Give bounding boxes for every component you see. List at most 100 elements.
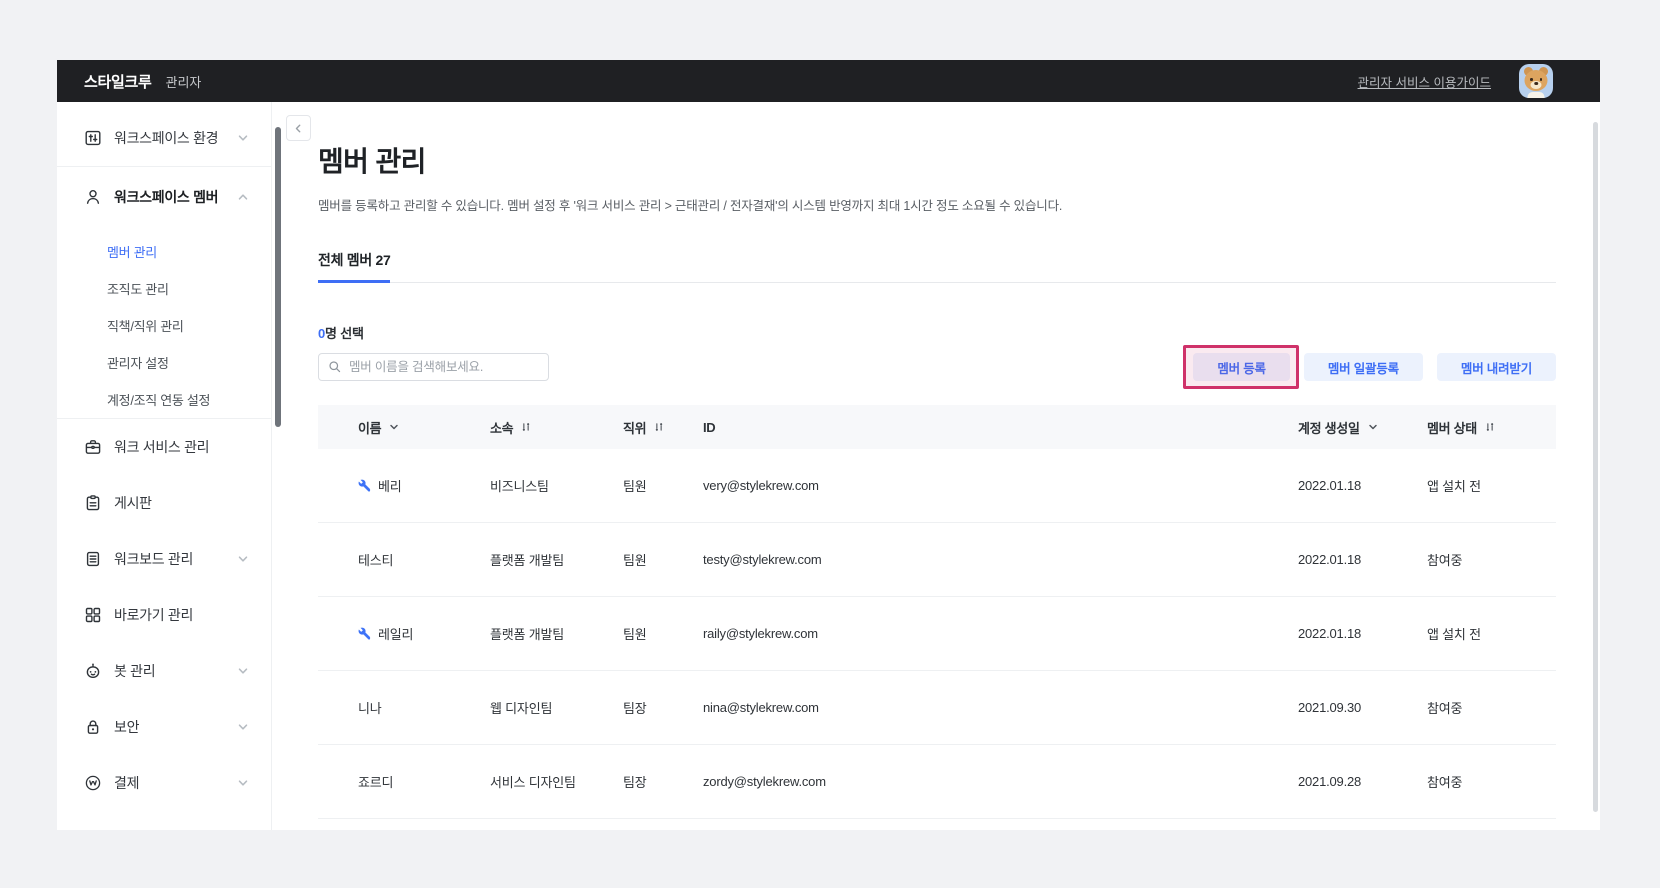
person-icon bbox=[86, 189, 100, 204]
admin-wrench-icon bbox=[358, 627, 371, 640]
column-header-dept[interactable]: 소속 bbox=[490, 418, 623, 437]
member-created-date: 2021.09.30 bbox=[1298, 700, 1362, 715]
main-content: 멤버 관리 멤버를 등록하고 관리할 수 있습니다. 멤버 설정 후 '워크 서… bbox=[284, 102, 1600, 830]
shortcut-icon bbox=[85, 607, 101, 623]
page-title: 멤버 관리 bbox=[318, 146, 426, 177]
member-created-date: 2022.01.18 bbox=[1298, 478, 1362, 493]
brand-role-label: 관리자 bbox=[165, 74, 202, 90]
column-header-created[interactable]: 계정 생성일 bbox=[1298, 418, 1427, 437]
member-id: nina@stylekrew.com bbox=[703, 700, 819, 715]
sort-swap-icon bbox=[1484, 421, 1496, 433]
member-register-button[interactable]: 멤버 등록 bbox=[1193, 353, 1290, 381]
member-position: 팀원 bbox=[623, 479, 647, 494]
search-icon bbox=[329, 361, 341, 373]
sidebar-item-label: 봇 관리 bbox=[114, 663, 156, 679]
sidebar-collapse-button[interactable] bbox=[286, 115, 311, 141]
sidebar-item-label: 결제 bbox=[114, 775, 140, 791]
profile-avatar[interactable] bbox=[1519, 64, 1553, 98]
column-label: 이름 bbox=[358, 420, 382, 436]
member-action-buttons: 멤버 등록 멤버 일괄등록 멤버 내려받기 bbox=[1183, 345, 1556, 389]
sidebar-item-workboard-management[interactable]: 워크보드 관리 bbox=[57, 531, 271, 587]
member-table-row[interactable]: 테스티 플랫폼 개발팀 팀원 testy@stylekrew.com 2022.… bbox=[318, 523, 1556, 597]
sort-swap-icon bbox=[653, 421, 665, 433]
bot-icon bbox=[86, 662, 100, 678]
member-created-date: 2022.01.18 bbox=[1298, 626, 1362, 641]
member-department: 비즈니스팀 bbox=[490, 479, 549, 494]
member-download-button[interactable]: 멤버 내려받기 bbox=[1436, 353, 1556, 381]
sidebar-item-workspace-env[interactable]: 워크스페이스 환경 bbox=[57, 110, 271, 166]
member-id: very@stylekrew.com bbox=[703, 478, 819, 493]
member-id: testy@stylekrew.com bbox=[703, 552, 822, 567]
sidebar-item-label: 워크스페이스 환경 bbox=[114, 130, 219, 146]
sidebar-item-security[interactable]: 보안 bbox=[57, 699, 271, 755]
sidebar-subitem-label: 멤버 관리 bbox=[107, 245, 157, 260]
column-header-position[interactable]: 직위 bbox=[623, 418, 703, 437]
member-table-body: 베리 비즈니스팀 팀원 very@stylekrew.com 2022.01.1… bbox=[318, 449, 1556, 819]
column-label: 멤버 상태 bbox=[1427, 420, 1477, 436]
column-header-id[interactable]: ID bbox=[703, 420, 1298, 435]
sidebar-subitem-job-title-management[interactable]: 직책/직위 관리 bbox=[57, 307, 271, 344]
tabbar: 전체 멤버 27 bbox=[318, 250, 1556, 283]
column-header-name[interactable]: 이름 bbox=[318, 418, 490, 437]
sidebar-item-board[interactable]: 게시판 bbox=[57, 475, 271, 531]
sort-chevron-icon bbox=[388, 421, 400, 433]
sidebar-subitem-label: 관리자 설정 bbox=[107, 356, 169, 371]
workboard-icon bbox=[86, 551, 100, 567]
member-table-row[interactable]: 죠르디 서비스 디자인팀 팀장 zordy@stylekrew.com 2021… bbox=[318, 745, 1556, 819]
admin-guide-link[interactable]: 관리자 서비스 이용가이드 bbox=[1357, 75, 1491, 90]
payment-icon bbox=[85, 775, 101, 791]
sidebar-item-label: 바로가기 관리 bbox=[114, 607, 194, 623]
sidebar-subitem-label: 계정/조직 연동 설정 bbox=[107, 393, 211, 408]
sidebar-divider bbox=[57, 418, 271, 419]
member-search-input[interactable] bbox=[349, 360, 539, 374]
sidebar-item-label: 워크 서비스 관리 bbox=[114, 439, 210, 455]
member-name: 테스티 bbox=[358, 553, 394, 568]
member-position: 팀장 bbox=[623, 701, 647, 716]
chevron-down-icon bbox=[238, 780, 248, 786]
member-table-row[interactable]: 베리 비즈니스팀 팀원 very@stylekrew.com 2022.01.1… bbox=[318, 449, 1556, 523]
sidebar-item-workspace-member[interactable]: 워크스페이스 멤버 bbox=[57, 167, 271, 227]
sidebar-subitem-account-org-sync-settings[interactable]: 계정/조직 연동 설정 bbox=[57, 381, 271, 418]
member-table-row[interactable]: 니나 웹 디자인팀 팀장 nina@stylekrew.com 2021.09.… bbox=[318, 671, 1556, 745]
member-name: 죠르디 bbox=[358, 775, 394, 790]
member-department: 플랫폼 개발팀 bbox=[490, 627, 564, 642]
sidebar-subitem-label: 조직도 관리 bbox=[107, 282, 169, 297]
member-id: raily@stylekrew.com bbox=[703, 626, 818, 641]
chevron-down-icon bbox=[238, 135, 248, 141]
member-table-row[interactable]: 레일리 플랫폼 개발팀 팀원 raily@stylekrew.com 2022.… bbox=[318, 597, 1556, 671]
member-department: 서비스 디자인팀 bbox=[490, 775, 576, 790]
member-name: 레일리 bbox=[378, 627, 414, 642]
sidebar-scrollbar-thumb[interactable] bbox=[275, 127, 281, 427]
sidebar-item-label: 보안 bbox=[114, 719, 140, 735]
member-created-date: 2022.01.18 bbox=[1298, 552, 1362, 567]
sidebar-item-shortcut-management[interactable]: 바로가기 관리 bbox=[57, 587, 271, 643]
sort-chevron-icon bbox=[1367, 421, 1379, 433]
chevron-up-icon bbox=[238, 194, 248, 200]
column-label: 소속 bbox=[490, 420, 514, 436]
sidebar-scrollbar-track bbox=[272, 102, 284, 830]
briefcase-icon bbox=[85, 440, 101, 454]
sidebar-item-bot-management[interactable]: 봇 관리 bbox=[57, 643, 271, 699]
member-name: 베리 bbox=[378, 479, 402, 494]
member-bulk-register-button[interactable]: 멤버 일괄등록 bbox=[1303, 353, 1423, 381]
workspace-env-icon bbox=[85, 130, 101, 146]
admin-wrench-icon bbox=[358, 479, 371, 492]
sidebar-item-work-service-management[interactable]: 워크 서비스 관리 bbox=[57, 419, 271, 475]
tab-all-members[interactable]: 전체 멤버 27 bbox=[318, 250, 391, 283]
sidebar-item-payment[interactable]: 결제 bbox=[57, 755, 271, 811]
column-header-status[interactable]: 멤버 상태 bbox=[1427, 418, 1556, 437]
member-status: 참여중 bbox=[1427, 701, 1463, 716]
member-table-header: 이름 소속 직위 ID 계정 생성일 멤버 상태 bbox=[318, 405, 1556, 449]
brand-logo: 스타일크루 bbox=[84, 73, 152, 91]
member-search-box bbox=[318, 353, 549, 381]
content-scrollbar-thumb[interactable] bbox=[1593, 122, 1598, 812]
sidebar-subitem-member-management[interactable]: 멤버 관리 bbox=[57, 233, 271, 270]
chevron-down-icon bbox=[238, 724, 248, 730]
selection-count-text: 0명 선택 bbox=[318, 326, 364, 341]
member-status: 앱 설치 전 bbox=[1427, 627, 1481, 642]
member-id: zordy@stylekrew.com bbox=[703, 774, 826, 789]
sidebar-subitem-org-chart-management[interactable]: 조직도 관리 bbox=[57, 270, 271, 307]
sidebar-subitem-admin-settings[interactable]: 관리자 설정 bbox=[57, 344, 271, 381]
member-position: 팀원 bbox=[623, 553, 647, 568]
